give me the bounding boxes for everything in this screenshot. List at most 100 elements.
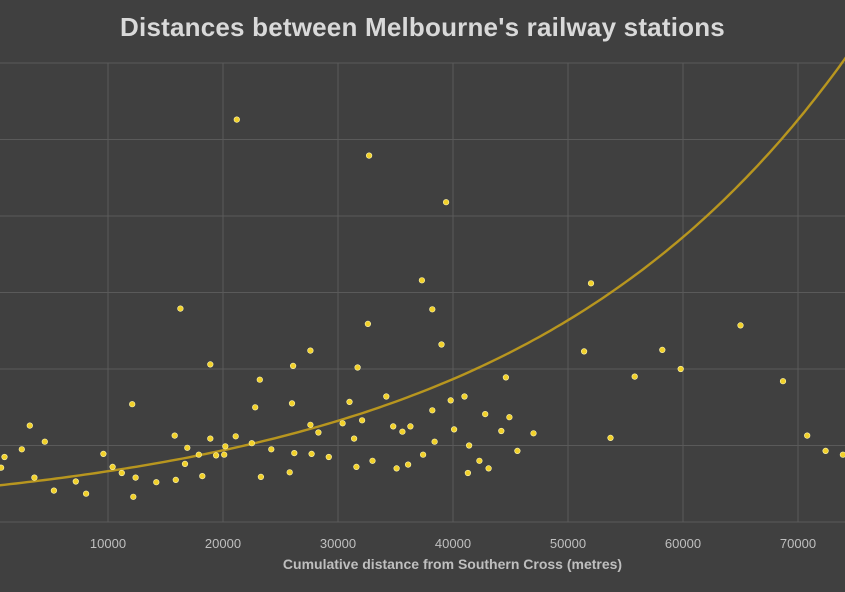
data-point (346, 398, 353, 406)
data-point (514, 447, 521, 455)
data-point (109, 463, 116, 471)
grid (0, 62, 845, 523)
data-point (405, 461, 412, 468)
data-point (290, 362, 297, 370)
data-point (451, 426, 458, 433)
x-tick-label: 70000 (780, 536, 816, 551)
data-point (822, 447, 829, 455)
data-point (72, 478, 79, 485)
data-point (485, 465, 492, 472)
data-point (369, 457, 376, 464)
data-point (418, 277, 426, 284)
data-point (804, 432, 811, 439)
data-point (580, 348, 588, 355)
data-point (351, 435, 358, 442)
data-point (353, 463, 360, 471)
data-point (207, 361, 214, 368)
data-point (779, 378, 787, 385)
data-point (476, 457, 483, 464)
data-point (393, 465, 400, 472)
data-point (482, 411, 489, 418)
data-point (213, 452, 220, 459)
data-point (153, 479, 160, 486)
data-point (429, 407, 436, 414)
x-tick-label: 10000 (90, 536, 126, 551)
x-tick-label: 30000 (320, 536, 356, 551)
data-point (199, 473, 206, 480)
data-point (82, 490, 90, 497)
chart-title: Distances between Melbourne's railway st… (120, 12, 725, 42)
data-point (631, 373, 638, 380)
data-point (339, 420, 346, 427)
data-point (207, 435, 214, 442)
data-point (315, 429, 322, 436)
data-point (118, 469, 125, 477)
data-point (364, 320, 372, 328)
data-point (252, 404, 259, 411)
data-point (291, 450, 298, 457)
data-point (177, 305, 184, 312)
data-point (325, 453, 332, 461)
trendline (0, 56, 845, 487)
data-point (399, 428, 406, 435)
data-point (132, 474, 139, 481)
data-point (172, 476, 179, 484)
x-tick-label: 60000 (665, 536, 701, 551)
data-point (31, 474, 38, 481)
data-point (221, 451, 228, 458)
data-point (41, 438, 48, 445)
data-point (607, 434, 614, 442)
data-point (181, 460, 189, 468)
data-point (366, 152, 373, 159)
data-point (498, 427, 505, 435)
data-point (383, 393, 390, 400)
data-point (26, 422, 33, 429)
data-point (359, 417, 366, 424)
data-point (307, 421, 314, 428)
data-point (407, 423, 414, 430)
data-point (438, 341, 445, 348)
data-point (248, 440, 255, 447)
data-point (222, 443, 229, 450)
data-point (447, 397, 454, 404)
data-points (0, 116, 845, 500)
data-point (288, 400, 296, 407)
data-point (587, 280, 595, 287)
data-point (171, 432, 178, 439)
data-point (257, 473, 265, 481)
data-point (286, 469, 293, 476)
data-point (184, 444, 191, 451)
data-point (420, 451, 427, 458)
x-axis-label: Cumulative distance from Southern Cross … (282, 556, 623, 572)
x-tick-label: 20000 (205, 536, 241, 551)
data-point (466, 442, 473, 449)
data-point (502, 374, 510, 381)
data-point (659, 346, 666, 354)
data-point (50, 487, 58, 494)
data-point (100, 450, 107, 458)
data-point (0, 464, 5, 471)
data-point (461, 393, 468, 400)
x-tick-label: 40000 (435, 536, 471, 551)
data-point (443, 199, 450, 206)
data-point (354, 364, 361, 371)
data-point (530, 430, 537, 437)
data-point (839, 451, 845, 458)
data-point (1, 453, 8, 461)
data-point (431, 438, 438, 445)
data-point (18, 446, 25, 453)
data-point (195, 451, 202, 458)
data-point (464, 469, 472, 477)
data-point (390, 423, 397, 430)
data-point (129, 401, 136, 408)
data-point (677, 365, 684, 373)
data-point (130, 493, 137, 500)
data-point (268, 446, 275, 453)
data-point (232, 433, 239, 440)
data-point (506, 414, 513, 421)
data-point (737, 322, 744, 329)
data-point (233, 116, 240, 123)
x-tick-label: 50000 (550, 536, 586, 551)
x-axis-ticks: 10000 20000 30000 40000 50000 60000 70000 (90, 536, 816, 551)
